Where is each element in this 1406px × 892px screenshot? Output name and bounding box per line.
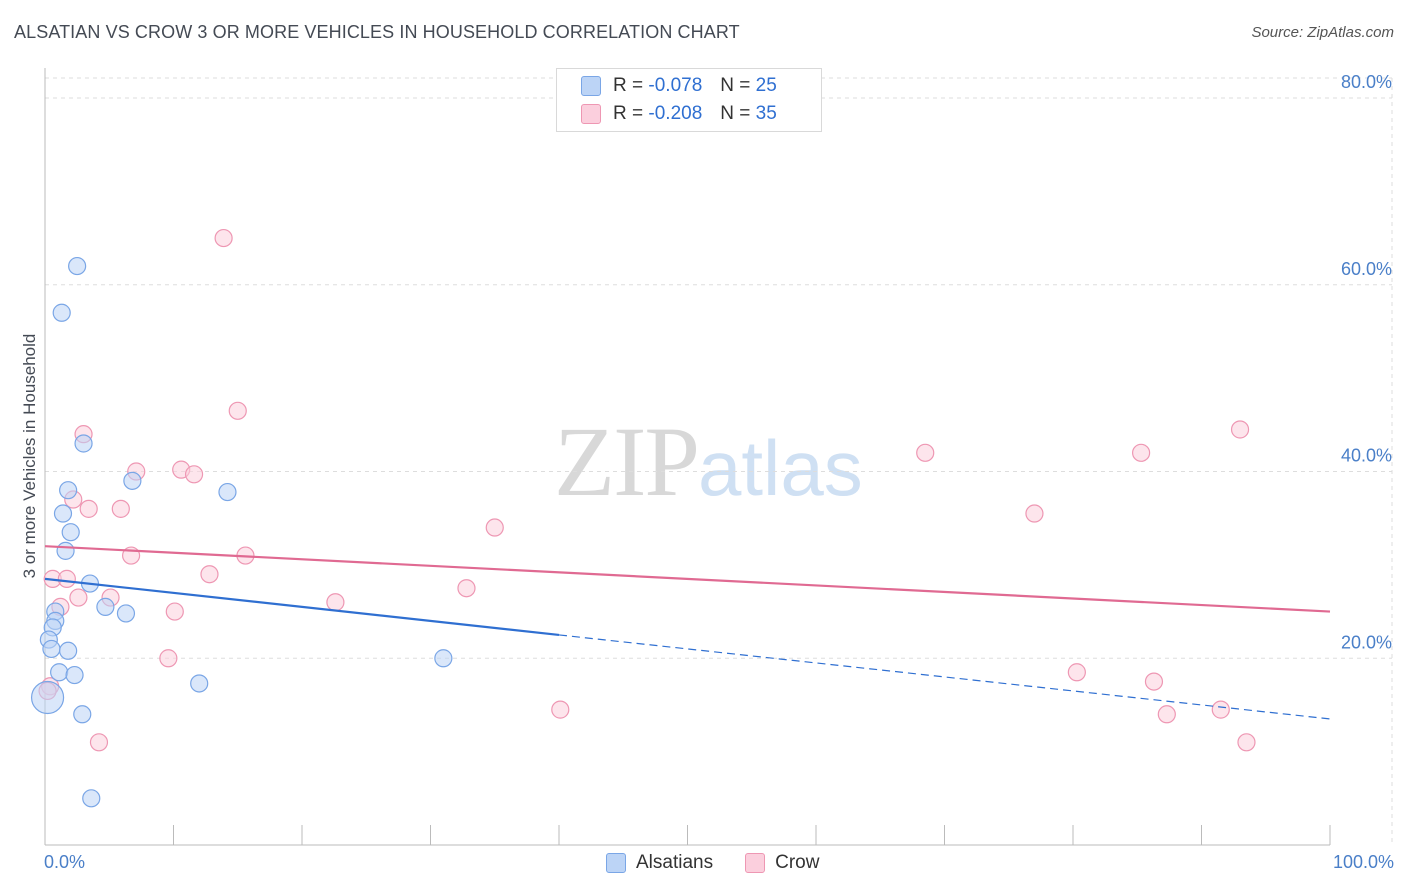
- crow-swatch: [581, 104, 601, 124]
- crow-trend-line: [44, 545, 1331, 613]
- crow-point-13: [485, 518, 504, 537]
- crow-legend-swatch: [745, 853, 766, 873]
- crow-point-18: [57, 569, 76, 588]
- alsatians-point-0: [68, 256, 87, 276]
- alsatians-point-11: [116, 604, 136, 623]
- alsatians-point-7: [61, 523, 80, 542]
- legend-item-alsatians[interactable]: Alsatians: [606, 852, 713, 874]
- alsatians-n-value: 25: [755, 75, 777, 96]
- alsatians-point-16: [42, 639, 61, 659]
- watermark: ZIPatlas: [554, 404, 863, 519]
- legend-item-crow[interactable]: Crow: [745, 852, 819, 874]
- alsatians-r-label: R =: [613, 75, 644, 96]
- crow-point-5: [916, 443, 935, 462]
- crow-point-26: [1067, 663, 1086, 682]
- crow-legend-label: Crow: [775, 852, 820, 873]
- alsatians-legend-label: Alsatians: [636, 852, 714, 873]
- grid-lines: [45, 77, 1393, 845]
- x-axis-min-label: 0.0%: [44, 852, 86, 872]
- y-tick-label-20: 20.0%: [1341, 632, 1392, 652]
- alsatians-n-label: N =: [720, 75, 751, 96]
- alsatians-legend-swatch: [606, 853, 626, 873]
- crow-r-value: -0.208: [648, 103, 703, 124]
- crow-point-1: [228, 401, 247, 420]
- crow-point-24: [165, 602, 184, 621]
- axes: [44, 68, 1331, 846]
- source-label[interactable]: Source: ZipAtlas.com: [1251, 24, 1394, 41]
- alsatians-point-20: [65, 665, 84, 685]
- crow-point-4: [1132, 443, 1151, 462]
- crow-point-28: [1144, 672, 1164, 691]
- series-legend: Alsatians Crow: [606, 852, 851, 874]
- watermark-atlas: atlas: [698, 424, 863, 512]
- crow-point-3: [1230, 420, 1250, 439]
- crow-point-29: [551, 700, 570, 719]
- crow-point-10: [79, 499, 98, 518]
- alsatians-point-3: [59, 481, 78, 500]
- crow-point-12: [1025, 504, 1044, 523]
- alsatians-point-21: [190, 674, 209, 693]
- crow-point-33: [89, 733, 109, 752]
- crow-point-31: [1211, 700, 1230, 719]
- crow-point-34: [1237, 733, 1256, 752]
- crow-point-20: [69, 588, 88, 607]
- crow-r-label: R =: [613, 103, 644, 124]
- y-tick-label-40: 40.0%: [1341, 446, 1392, 466]
- crow-point-22: [326, 593, 345, 612]
- crow-point-0: [214, 228, 233, 248]
- alsatians-point-6: [53, 504, 73, 523]
- alsatians-swatch: [581, 76, 601, 96]
- alsatians-point-17: [59, 641, 78, 660]
- y-tick-labels: 20.0% 40.0% 60.0% 80.0%: [1341, 72, 1392, 652]
- alsatians-point-24: [82, 789, 101, 808]
- alsatians-point-22: [30, 680, 65, 715]
- crow-point-19: [457, 579, 476, 598]
- y-tick-label-60: 60.0%: [1341, 259, 1392, 279]
- y-tick-label-80: 80.0%: [1341, 72, 1392, 92]
- crow-point-8: [184, 465, 204, 484]
- alsatians-point-1: [52, 303, 71, 322]
- alsatians-point-10: [96, 597, 115, 616]
- stats-legend: R = -0.078 N = 25 R = -0.208 N = 35: [556, 68, 822, 132]
- crow-point-16: [200, 565, 219, 584]
- alsatians-point-5: [218, 482, 237, 502]
- alsatians-r-value: -0.078: [648, 75, 703, 96]
- alsatians-trend-line: [44, 577, 560, 637]
- x-axis-max-label: 100.0%: [1332, 852, 1394, 872]
- chart-title: ALSATIAN VS CROW 3 OR MORE VEHICLES IN H…: [14, 22, 740, 42]
- alsatians-points: [30, 256, 453, 808]
- alsatians-point-4: [123, 471, 142, 490]
- legend-row-crow: R = -0.208 N = 35: [581, 102, 777, 126]
- legend-row-alsatians: R = -0.078 N = 25: [581, 74, 777, 98]
- alsatians-point-23: [73, 705, 92, 724]
- trend-lines: [44, 545, 1331, 720]
- watermark-zip: ZIP: [554, 406, 700, 517]
- alsatians-point-19: [50, 663, 69, 682]
- crow-point-30: [1157, 705, 1176, 724]
- crow-point-25: [159, 649, 178, 668]
- crow-n-label: N =: [720, 103, 751, 124]
- alsatians-point-2: [74, 434, 93, 453]
- crow-n-value: 35: [755, 103, 777, 124]
- y-axis-label: 3 or more Vehicles in Household: [20, 333, 39, 579]
- alsatians-point-8: [56, 541, 75, 560]
- alsatians-point-18: [434, 649, 453, 668]
- crow-point-11: [111, 499, 130, 518]
